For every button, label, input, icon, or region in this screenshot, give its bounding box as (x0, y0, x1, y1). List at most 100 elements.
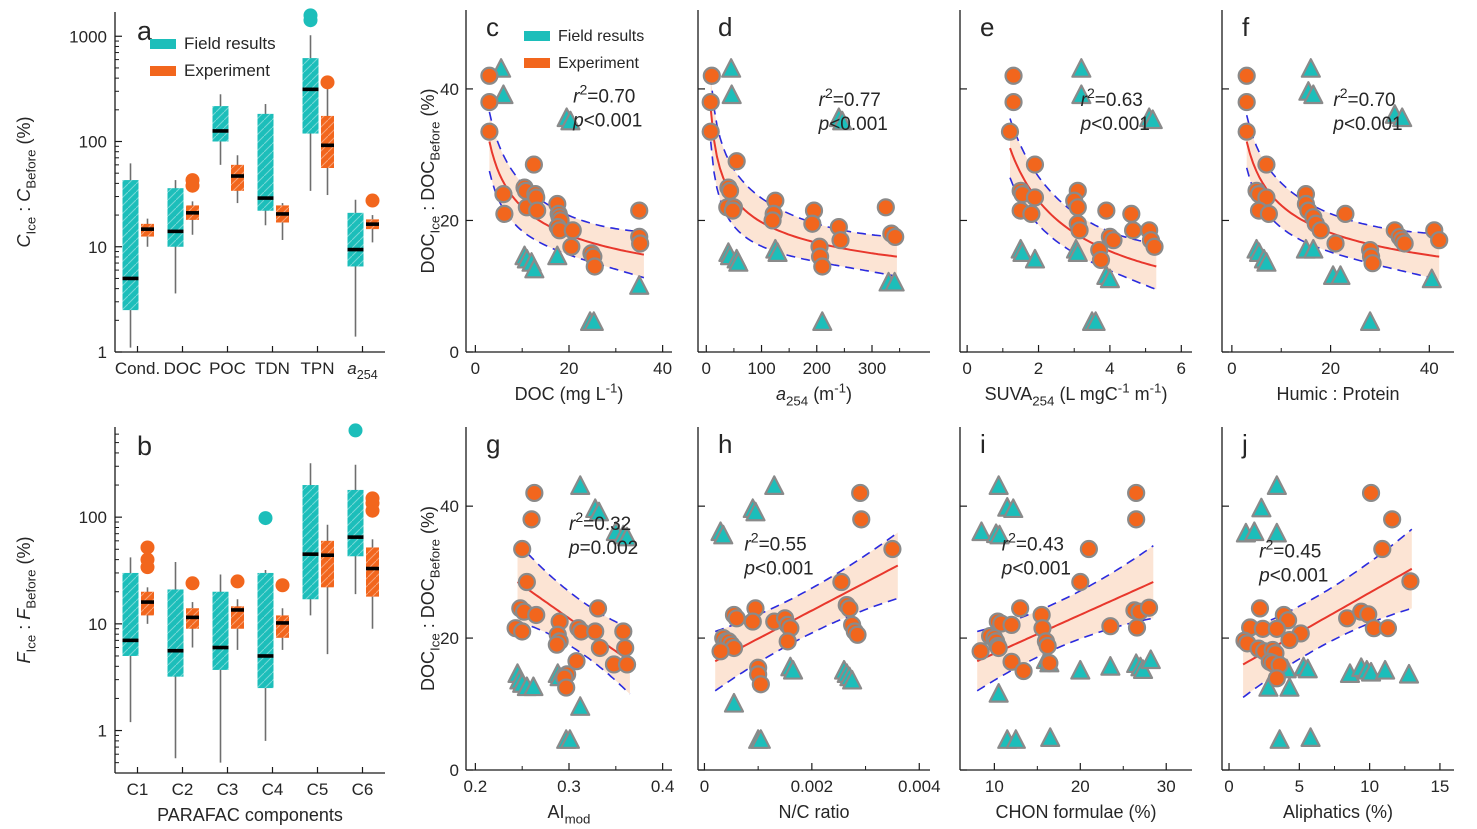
annotation-p-i: p<0.001 (1001, 558, 1071, 579)
panel-a-boxplot: 1 10 100 1000 Cond. DOC POC TDN TPN a254 CIce : CB… (0, 0, 420, 412)
panel-b-boxplot: 1 10 100 C1 C2 C3 C4 C5 C6 PARAFAC components FIce… (0, 417, 420, 829)
svg-text:1: 1 (98, 343, 107, 362)
x-tick-label-g: 0.4 (651, 777, 675, 796)
panel-letter-i: i (980, 429, 986, 459)
x-tick-label-j: 0 (1224, 777, 1233, 796)
x-tick-label-f: 40 (1420, 359, 1439, 378)
annotation-p-f: p<0.001 (1332, 114, 1402, 135)
x-tick-label-f: 20 (1321, 359, 1340, 378)
x-axis-title-h: N/C ratio (778, 802, 849, 822)
y-tick-label-g: 0 (450, 761, 459, 780)
legend-field-label: Field results (184, 34, 276, 53)
annotation-p-e: p<0.001 (1080, 114, 1150, 135)
legend-experiment-label: Experiment (558, 55, 639, 72)
y-tick-label-g: 40 (440, 497, 459, 516)
x-tick-label-d: 200 (803, 359, 831, 378)
x-tick-label-h: 0.002 (791, 777, 834, 796)
x-axis-title-e: SUVA254 (L mgC-1 m-1) (985, 380, 1168, 408)
x-tick-label-j: 10 (1360, 777, 1379, 796)
y-axis-title-a: CIce : CBefore (%) (14, 117, 38, 248)
category-label-b-4: C5 (307, 780, 329, 799)
category-label-a-1: DOC (164, 359, 202, 378)
category-label-a-5: a254 (347, 359, 377, 382)
svg-text:10: 10 (88, 238, 107, 257)
legend-experiment-swatch (524, 58, 550, 68)
svg-text:1000: 1000 (69, 27, 107, 46)
svg-text:10: 10 (88, 615, 107, 634)
x-tick-label-i: 10 (985, 777, 1004, 796)
category-label-a-0: Cond. (115, 359, 160, 378)
annotation-r2-g: r2=0.32 (569, 509, 631, 535)
x-tick-label-c: 40 (653, 359, 672, 378)
panel-letter-a: a (137, 16, 153, 46)
category-label-b-3: C4 (262, 780, 284, 799)
panel-h-scatter: 0 0.002 0.004 N/C ratio r2=0.55 p<0.001 h (682, 417, 942, 829)
x-tick-label-d: 100 (747, 359, 775, 378)
category-label-b-2: C3 (217, 780, 239, 799)
panel-letter-j: j (1241, 429, 1248, 459)
annotation-p-j: p<0.001 (1258, 565, 1328, 586)
panel-letter-f: f (1242, 12, 1250, 42)
svg-text:100: 100 (79, 508, 107, 527)
y-tick-label-c: 0 (450, 343, 459, 362)
legend-field-swatch (524, 31, 550, 41)
category-label-a-2: POC (209, 359, 246, 378)
annotation-p-g: p=0.002 (568, 538, 638, 559)
panel-letter-d: d (718, 12, 732, 42)
panel-f-scatter: 0 20 40 Humic : Protein r2=0.70 p<0.001 f (1206, 0, 1466, 412)
legend-experiment-label: Experiment (184, 61, 270, 80)
x-tick-label-c: 0 (471, 359, 480, 378)
y-axis-title-c: DOCIce : DOCBefore (%) (418, 89, 442, 274)
x-axis-title-i: CHON formulae (%) (995, 802, 1156, 822)
y-axis-title-g: DOCIce : DOCBefore (%) (418, 506, 442, 691)
annotation-r2-e: r2=0.63 (1081, 85, 1143, 111)
x-axis-title-j: Aliphatics (%) (1283, 802, 1393, 822)
panel-i-scatter: 10 20 30 CHON formulae (%) r2=0.43 p<0.001 i (944, 417, 1204, 829)
legend-experiment-swatch (150, 66, 176, 76)
x-axis-title-g: AImod (548, 802, 591, 826)
annotation-p-c: p<0.001 (572, 110, 642, 131)
category-label-b-0: C1 (127, 780, 149, 799)
panel-letter-b: b (137, 431, 152, 461)
x-tick-label-h: 0 (700, 777, 709, 796)
y-tick-label-c: 40 (440, 80, 459, 99)
y-axis-title-b: FIce : FBefore (%) (14, 537, 38, 664)
x-tick-label-i: 30 (1157, 777, 1176, 796)
x-tick-label-e: 2 (1034, 359, 1043, 378)
svg-text:100: 100 (79, 133, 107, 152)
y-tick-label-g: 20 (440, 629, 459, 648)
svg-text:1: 1 (98, 722, 107, 741)
x-tick-label-d: 300 (858, 359, 886, 378)
annotation-r2-h: r2=0.55 (744, 530, 806, 556)
panel-c-scatter: 0 20 40 0 20 40 DOC (mg L-1) DOCIce : DOCBefore… (418, 0, 680, 412)
annotation-p-h: p<0.001 (743, 558, 813, 579)
category-label-b-1: C2 (172, 780, 194, 799)
y-tick-label-c: 20 (440, 211, 459, 230)
x-tick-label-g: 0.3 (557, 777, 581, 796)
x-tick-label-e: 6 (1177, 359, 1186, 378)
panel-g-scatter: 0.2 0.3 0.4 0 20 40 AImod DOCIce : DOCBefore (%… (418, 417, 680, 829)
panel-letter-g: g (486, 429, 500, 459)
annotation-r2-f: r2=0.70 (1333, 85, 1395, 111)
category-label-a-4: TPN (301, 359, 335, 378)
x-tick-label-e: 0 (962, 359, 971, 378)
x-axis-title-d: a254 (m-1) (776, 380, 852, 408)
x-tick-label-j: 15 (1430, 777, 1449, 796)
annotation-p-d: p<0.001 (818, 114, 888, 135)
panel-letter-e: e (980, 12, 994, 42)
x-tick-label-e: 4 (1105, 359, 1114, 378)
panel-e-scatter: 0 2 4 6 SUVA254 (L mgC-1 m-1) r2=0.63 p<0.001 e (944, 0, 1204, 412)
category-label-a-3: TDN (255, 359, 290, 378)
panel-letter-h: h (718, 429, 732, 459)
legend-field-label: Field results (558, 28, 644, 45)
annotation-r2-i: r2=0.43 (1002, 530, 1064, 556)
x-tick-label-j: 5 (1295, 777, 1304, 796)
x-axis-title-c: DOC (mg L-1) (515, 380, 624, 404)
x-axis-title-b: PARAFAC components (157, 805, 343, 825)
category-label-b-5: C6 (352, 780, 374, 799)
panel-d-scatter: 0 100 200 300 a254 (m-1) r2=0.77 p<0.001 d (682, 0, 942, 412)
x-tick-label-h: 0.004 (898, 777, 941, 796)
x-tick-label-c: 20 (560, 359, 579, 378)
x-tick-label-g: 0.2 (464, 777, 488, 796)
